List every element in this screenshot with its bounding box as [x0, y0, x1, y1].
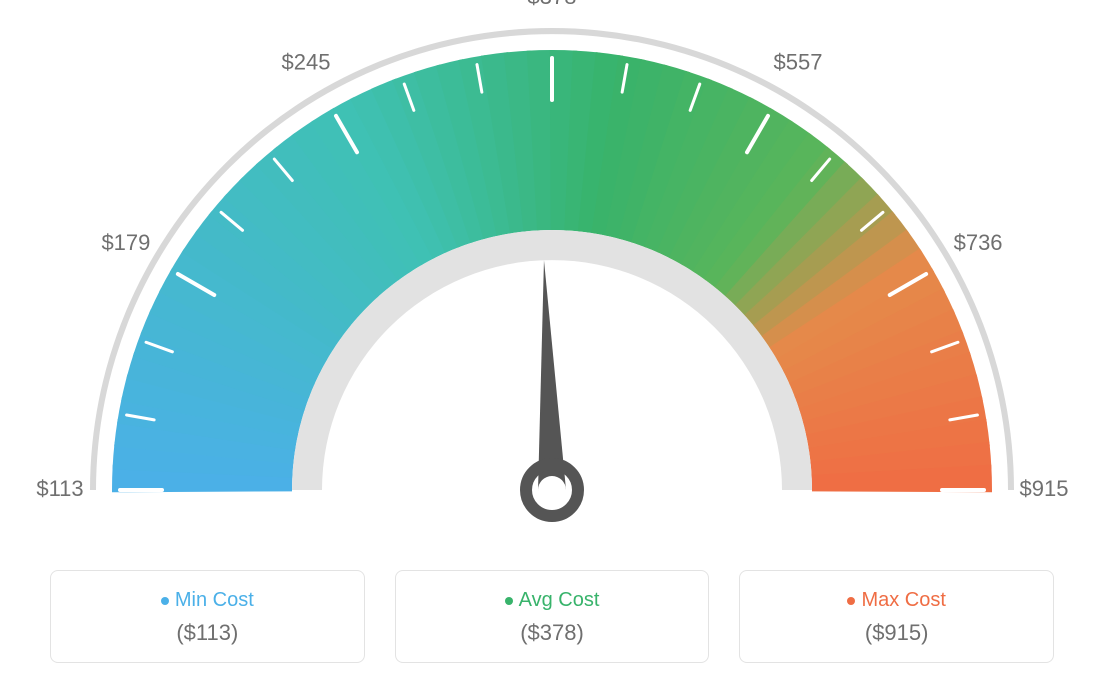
legend-card-avg: Avg Cost ($378) — [395, 570, 710, 663]
legend-card-max: Max Cost ($915) — [739, 570, 1054, 663]
legend-max-text: Max Cost — [861, 589, 945, 611]
svg-text:$915: $915 — [1020, 476, 1069, 501]
legend-label-max: Max Cost — [750, 589, 1043, 612]
dot-icon — [505, 597, 513, 605]
svg-text:$245: $245 — [282, 50, 331, 75]
legend-avg-text: Avg Cost — [519, 589, 600, 611]
legend-value-min: ($113) — [61, 620, 354, 646]
legend-min-text: Min Cost — [175, 589, 254, 611]
dot-icon — [847, 597, 855, 605]
cost-gauge: $113 $179 $245 $378 $557 $736 $915 — [0, 0, 1104, 560]
svg-text:$113: $113 — [36, 476, 83, 501]
svg-text:$378: $378 — [528, 0, 577, 9]
svg-text:$736: $736 — [954, 230, 1003, 255]
legend-label-avg: Avg Cost — [406, 589, 699, 612]
legend-row: Min Cost ($113) Avg Cost ($378) Max Cost… — [0, 570, 1104, 663]
legend-value-max: ($915) — [750, 620, 1043, 646]
legend-card-min: Min Cost ($113) — [50, 570, 365, 663]
legend-label-min: Min Cost — [61, 589, 354, 612]
legend-value-avg: ($378) — [406, 620, 699, 646]
svg-text:$179: $179 — [101, 230, 150, 255]
svg-text:$557: $557 — [774, 50, 823, 75]
dot-icon — [161, 597, 169, 605]
